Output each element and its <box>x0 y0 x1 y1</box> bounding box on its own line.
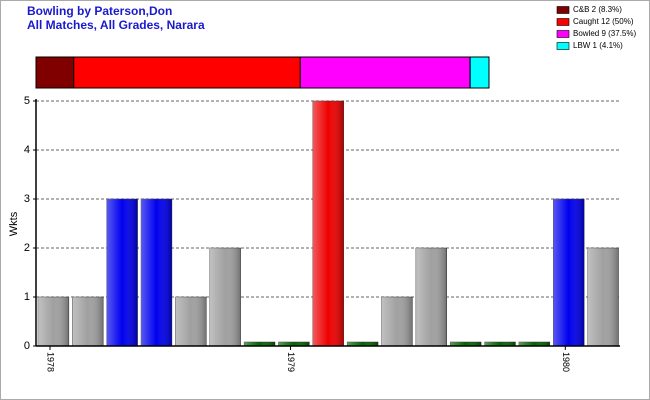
y-tick-label: 2 <box>24 242 30 254</box>
bar-shade <box>484 342 516 346</box>
bar-shade <box>347 342 379 346</box>
bar-shade <box>38 297 69 346</box>
chart-title: Bowling by Paterson,Don <box>27 4 172 18</box>
x-tick-label: 1979 <box>286 352 296 372</box>
bar-shade <box>415 248 447 346</box>
legend-label: Caught 12 (50%) <box>573 17 634 26</box>
proportion-segment <box>299 56 471 89</box>
x-tick-label: 1978 <box>46 352 56 372</box>
bar-shade <box>106 199 138 346</box>
y-tick-label: 1 <box>24 291 30 303</box>
bar-shade <box>244 342 275 346</box>
bar-shade <box>587 248 619 346</box>
bar-shade <box>209 248 241 346</box>
bar-shade <box>312 101 344 346</box>
y-tick-label: 0 <box>24 340 30 352</box>
legend-swatch <box>556 30 570 38</box>
bar-shade <box>175 297 207 346</box>
bar-shade <box>278 342 310 346</box>
legend-label: LBW 1 (4.1%) <box>573 41 623 50</box>
bar-shade <box>141 199 172 346</box>
chart-subtitle: All Matches, All Grades, Narara <box>27 18 205 32</box>
proportion-segment <box>73 56 301 89</box>
y-tick-label: 5 <box>24 95 30 107</box>
bar-shade <box>450 342 482 346</box>
bar-shade <box>518 342 550 346</box>
legend-swatch <box>556 42 570 50</box>
proportion-segment <box>469 56 490 89</box>
bar-shade <box>553 199 585 346</box>
y-tick-label: 4 <box>24 144 30 156</box>
proportion-segment <box>35 56 75 89</box>
x-tick-label: 1980 <box>561 352 571 372</box>
bar-shade <box>72 297 104 346</box>
y-axis-label: Wkts <box>8 211 20 236</box>
bar-shade <box>381 297 413 346</box>
y-tick-label: 3 <box>24 193 30 205</box>
legend-swatch <box>556 18 570 26</box>
legend-label: C&B 2 (8.3%) <box>573 5 622 14</box>
legend-swatch <box>556 6 570 14</box>
legend-label: Bowled 9 (37.5%) <box>573 29 636 38</box>
